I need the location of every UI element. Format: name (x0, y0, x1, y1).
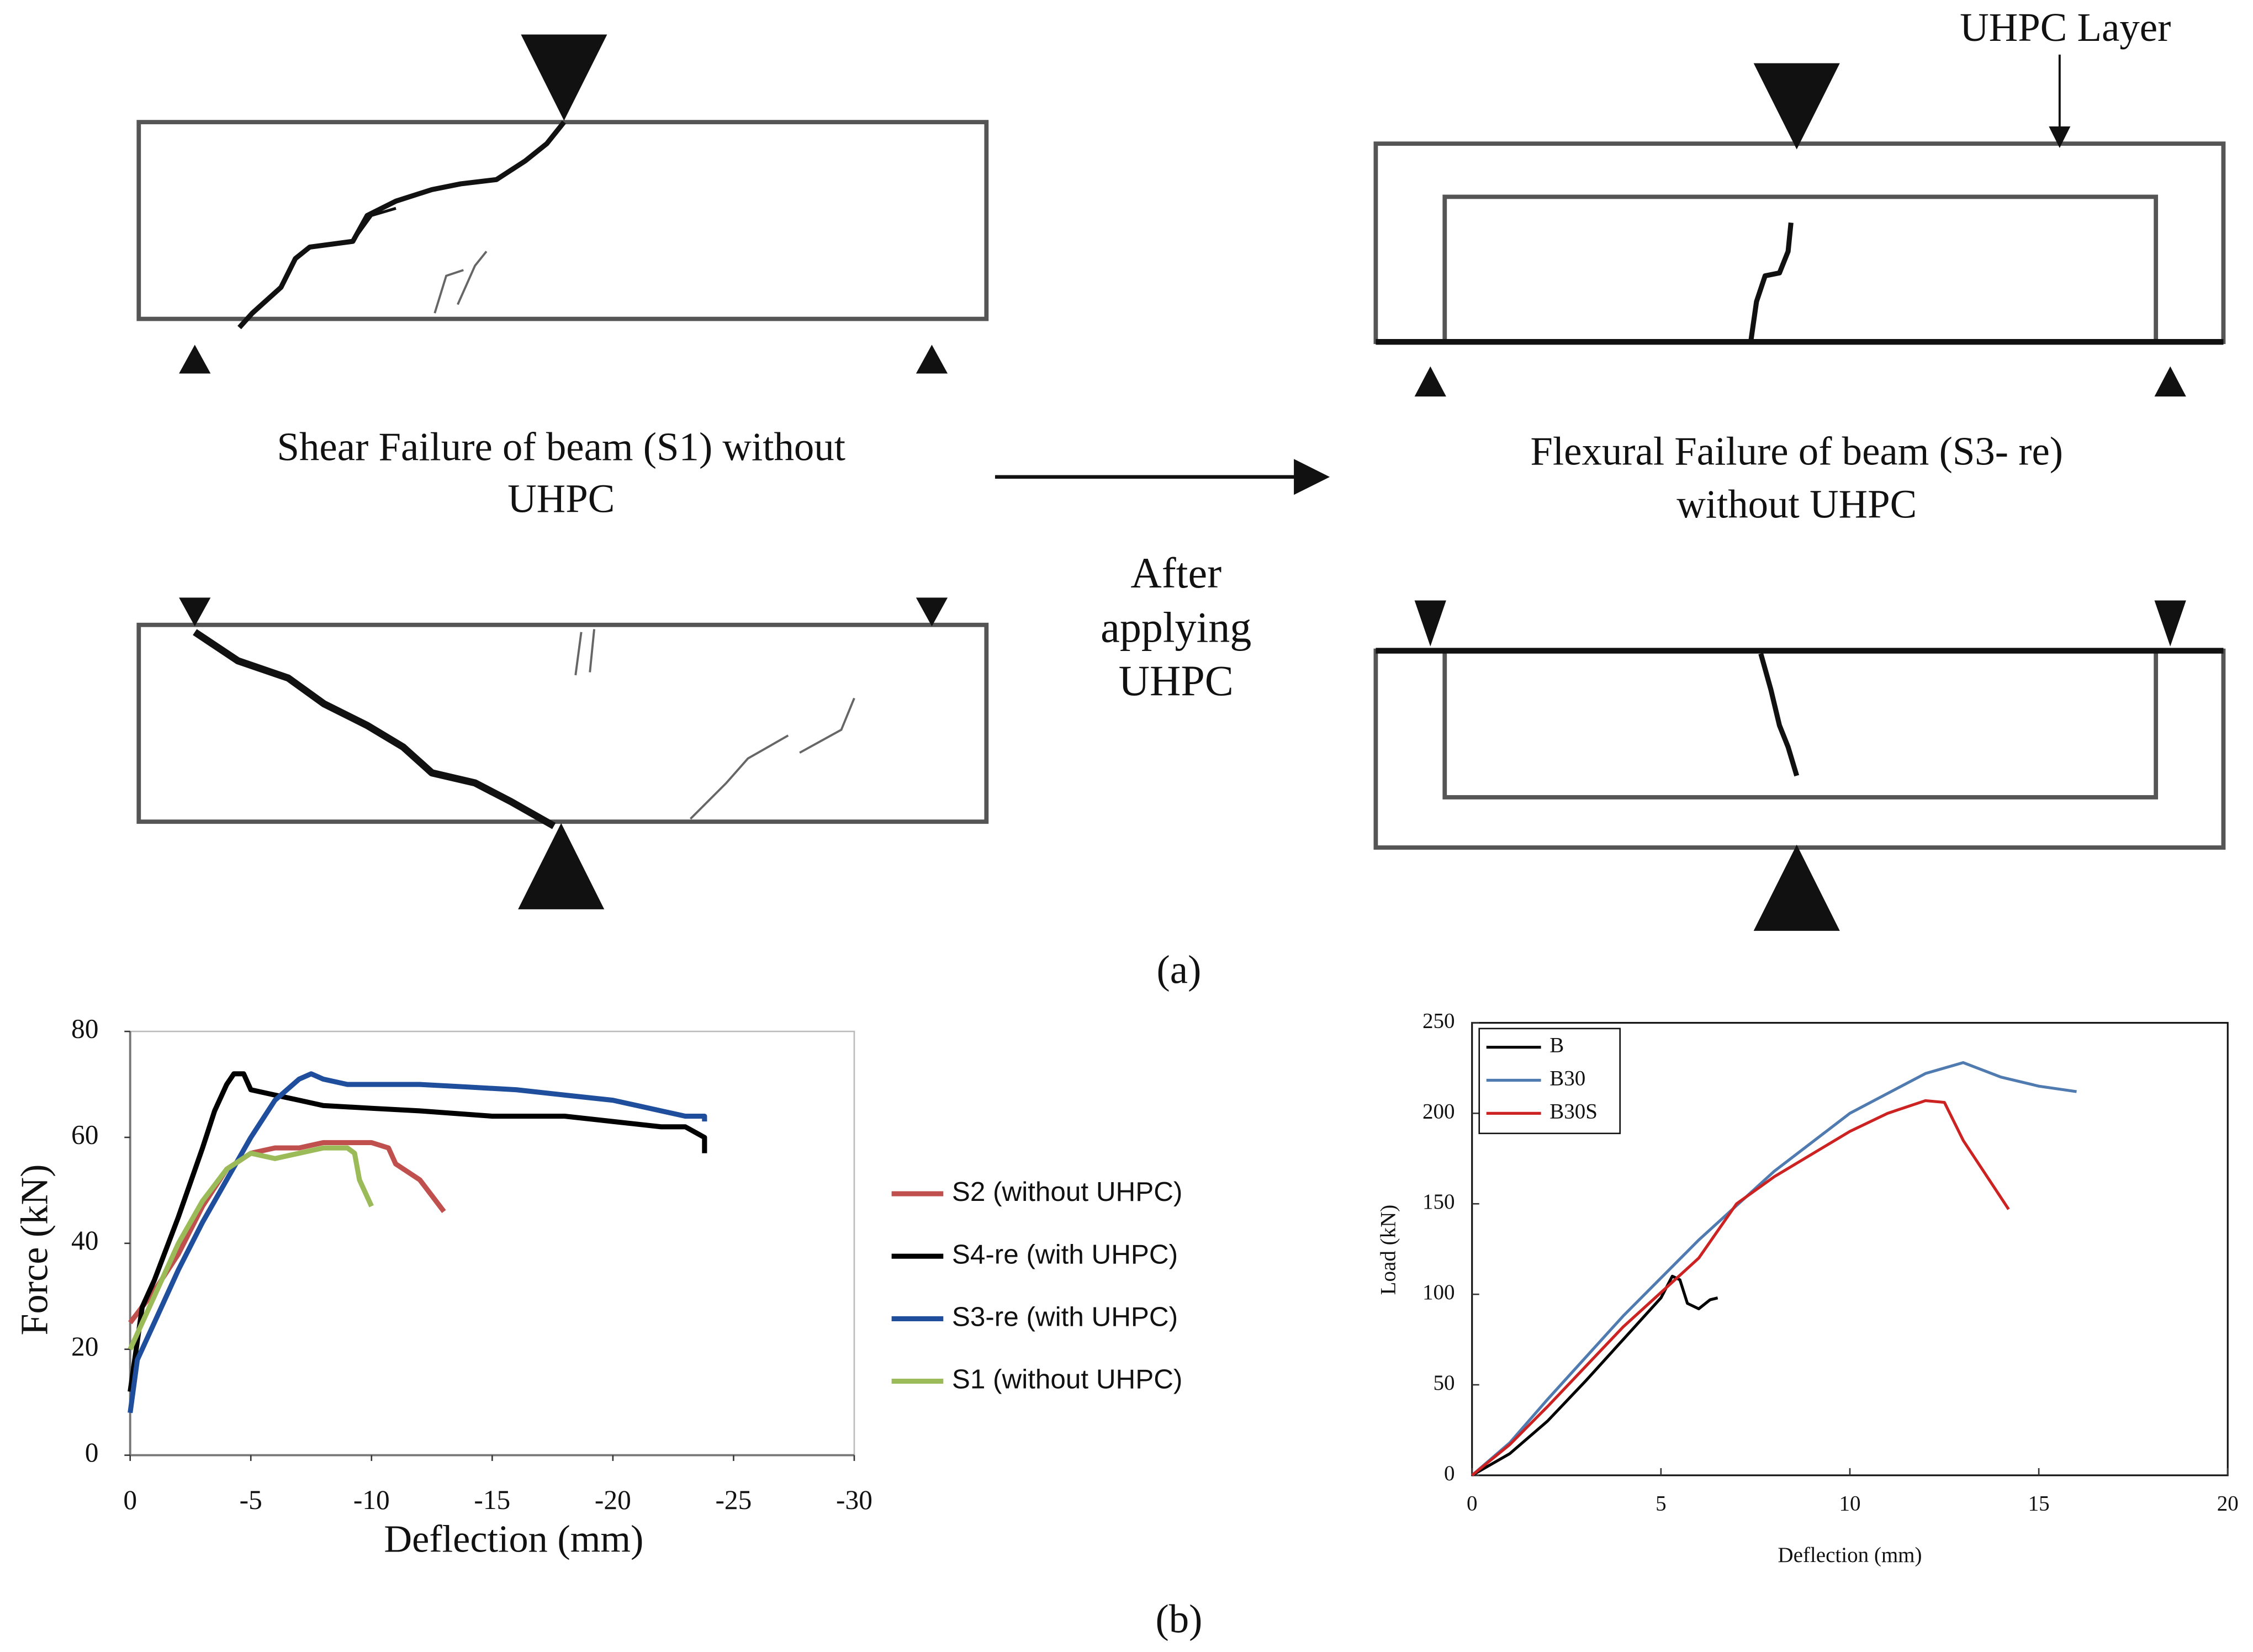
x-axis-label: Deflection (mm) (1778, 1543, 1922, 1567)
x-tick-label: 15 (2028, 1492, 2050, 1516)
series-line (128, 1145, 374, 1351)
legend-label: S4-re (with UHPC) (952, 1239, 1178, 1269)
caption: without UHPC (1676, 482, 1917, 527)
caption: After (1130, 549, 1221, 597)
support (2154, 366, 2186, 397)
y-tick-label: 150 (1422, 1190, 1455, 1214)
support (179, 345, 211, 374)
panel-label: (b) (1156, 1597, 1203, 1642)
x-tick-label: 0 (123, 1485, 137, 1515)
series-line (128, 1071, 707, 1392)
label: UHPC Layer (1960, 5, 2171, 50)
y-tick-label: 0 (1444, 1462, 1455, 1485)
support (2154, 600, 2186, 647)
support (916, 345, 948, 374)
caption: UHPC (507, 476, 615, 521)
beam (1373, 648, 2226, 850)
series-line (1471, 1099, 2010, 1477)
caption: Flexural Failure of beam (S3- re) (1530, 428, 2063, 473)
legend-label: B (1549, 1034, 1564, 1057)
y-tick-label: 60 (71, 1119, 98, 1150)
x-tick-label: -25 (715, 1485, 752, 1515)
panel-label: (a) (1157, 947, 1202, 992)
crack (574, 629, 855, 820)
y-tick-label: 200 (1422, 1099, 1455, 1123)
legend-label: B30S (1549, 1099, 1598, 1123)
y-axis-label: Force (kN) (13, 1164, 56, 1335)
support (1414, 366, 1446, 397)
x-tick-label: 5 (1656, 1492, 1667, 1516)
x-tick-label: 0 (1467, 1492, 1478, 1516)
beam (136, 622, 989, 824)
legend-label: S2 (without UHPC) (952, 1177, 1182, 1207)
y-tick-label: 80 (71, 1013, 98, 1044)
x-tick-label: 10 (1839, 1492, 1860, 1516)
y-tick-label: 20 (71, 1331, 98, 1362)
crack (1758, 653, 1800, 777)
plot-frame (129, 1030, 855, 1456)
legend-label: S3-re (with UHPC) (952, 1301, 1178, 1332)
y-axis-label: Load (kN) (1376, 1205, 1400, 1295)
caption: Shear Failure of beam (S1) without (277, 425, 845, 469)
support (916, 597, 948, 627)
y-tick-label: 100 (1422, 1280, 1455, 1304)
series-line (128, 1140, 446, 1325)
series-line (1471, 1061, 2077, 1476)
x-tick-label: -20 (595, 1485, 631, 1515)
crack (237, 120, 566, 330)
caption: applying (1101, 603, 1251, 652)
x-axis-label: Deflection (mm) (384, 1517, 643, 1560)
y-tick-label: 0 (85, 1437, 99, 1468)
x-tick-label: -15 (474, 1485, 510, 1515)
legend-label: B30 (1549, 1066, 1585, 1090)
x-tick-label: -5 (240, 1485, 262, 1515)
x-tick-label: 20 (2217, 1492, 2239, 1516)
x-tick-label: -10 (353, 1485, 390, 1515)
diagram (136, 34, 2226, 931)
caption: UHPC (1119, 656, 1234, 705)
series-line (128, 1071, 707, 1413)
crack (1748, 222, 1794, 342)
crack (433, 251, 488, 314)
legend-label: S1 (without UHPC) (952, 1364, 1182, 1395)
beam (1373, 141, 2226, 345)
y-tick-label: 50 (1433, 1371, 1455, 1395)
beam (136, 120, 989, 321)
crack (351, 206, 396, 242)
support (1414, 600, 1446, 647)
beam-core (1442, 648, 2159, 799)
crack (193, 629, 556, 829)
support (179, 597, 211, 627)
x-tick-label: -30 (836, 1485, 872, 1515)
y-tick-label: 40 (71, 1225, 98, 1256)
y-tick-label: 250 (1422, 1009, 1455, 1032)
beam-core (1442, 194, 2159, 345)
